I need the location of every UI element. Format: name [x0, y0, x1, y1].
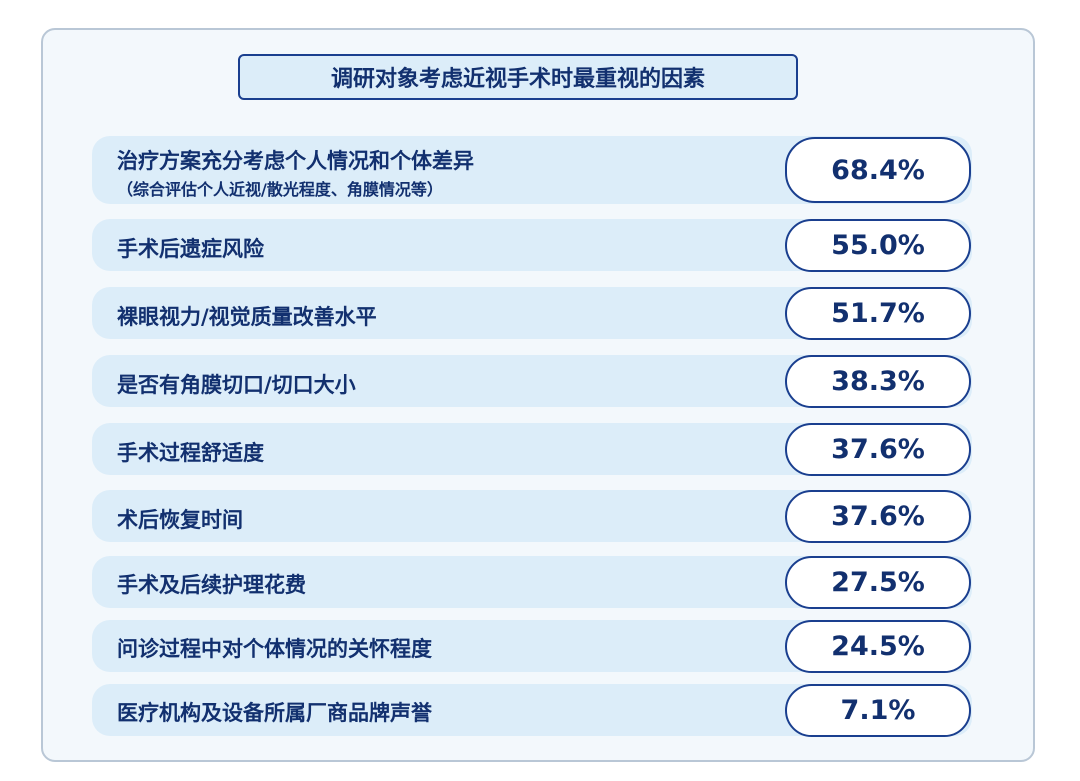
factor-percentage: 68.4% [785, 137, 971, 203]
factor-label: 手术及后续护理花费 [117, 573, 306, 597]
factor-note: （综合评估个人近视/散光程度、角膜情况等） [117, 180, 443, 199]
factor-percentage: 37.6% [785, 490, 971, 543]
factor-percentage: 7.1% [785, 684, 971, 737]
factor-label: 治疗方案充分考虑个人情况和个体差异 [117, 149, 474, 173]
factor-percentage: 51.7% [785, 287, 971, 340]
factor-percentage: 24.5% [785, 620, 971, 673]
factor-label: 是否有角膜切口/切口大小 [117, 373, 356, 397]
factor-label: 手术过程舒适度 [117, 441, 264, 465]
factor-percentage: 55.0% [785, 219, 971, 272]
factor-label: 裸眼视力/视觉质量改善水平 [117, 305, 377, 329]
chart-title: 调研对象考虑近视手术时最重视的因素 [238, 54, 798, 100]
factor-label: 术后恢复时间 [117, 508, 243, 532]
factor-percentage: 27.5% [785, 556, 971, 609]
factor-label: 医疗机构及设备所属厂商品牌声誉 [117, 701, 432, 725]
factor-label: 手术后遗症风险 [117, 237, 264, 261]
factor-percentage: 37.6% [785, 423, 971, 476]
factor-percentage: 38.3% [785, 355, 971, 408]
factor-label: 问诊过程中对个体情况的关怀程度 [117, 637, 432, 661]
